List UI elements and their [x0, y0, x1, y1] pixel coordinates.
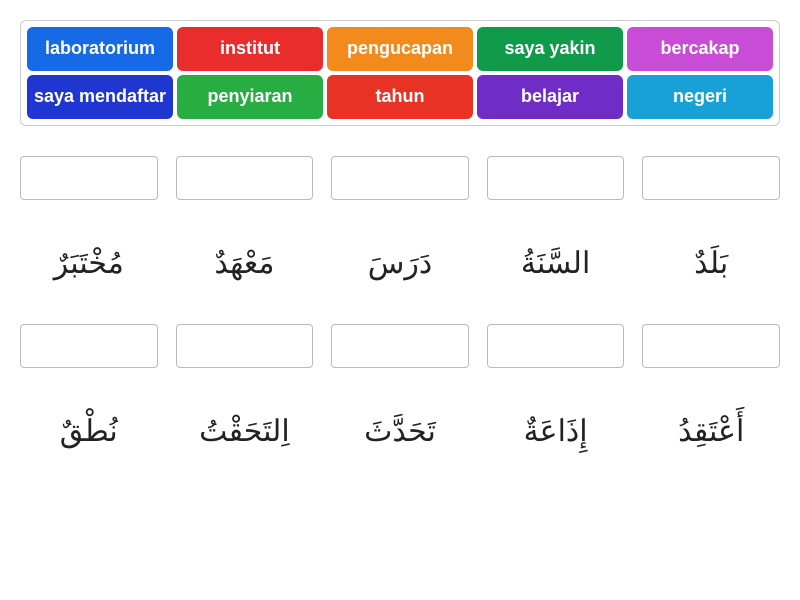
- target-col: تَحَدَّثَ: [331, 324, 469, 482]
- tile-negeri[interactable]: negeri: [627, 75, 773, 119]
- match-row-1: مُخْتَبَرٌ مَعْهَدٌ دَرَسَ السَّنَةُ بَل…: [20, 156, 780, 314]
- arabic-word: مَعْهَدٌ: [214, 214, 274, 314]
- drop-target[interactable]: [20, 324, 158, 368]
- arabic-word: أَعْتَقِدُ: [678, 382, 744, 482]
- match-row-2: نُطْقٌ اِلتَحَقْتُ تَحَدَّثَ إِذَاعَةٌ أ…: [20, 324, 780, 482]
- drop-target[interactable]: [331, 156, 469, 200]
- drop-target[interactable]: [176, 156, 314, 200]
- arabic-word: السَّنَةُ: [521, 214, 590, 314]
- arabic-word: مُخْتَبَرٌ: [54, 214, 124, 314]
- tile-penyiaran[interactable]: penyiaran: [177, 75, 323, 119]
- target-col: إِذَاعَةٌ: [487, 324, 625, 482]
- drop-target[interactable]: [642, 324, 780, 368]
- tile-pengucapan[interactable]: pengucapan: [327, 27, 473, 71]
- target-col: دَرَسَ: [331, 156, 469, 314]
- target-col: بَلَدٌ: [642, 156, 780, 314]
- tile-tahun[interactable]: tahun: [327, 75, 473, 119]
- target-col: مَعْهَدٌ: [176, 156, 314, 314]
- arabic-word: دَرَسَ: [368, 214, 432, 314]
- drop-target[interactable]: [487, 156, 625, 200]
- target-col: اِلتَحَقْتُ: [176, 324, 314, 482]
- target-col: السَّنَةُ: [487, 156, 625, 314]
- tile-saya-yakin[interactable]: saya yakin: [477, 27, 623, 71]
- arabic-word: اِلتَحَقْتُ: [199, 382, 290, 482]
- word-bank: laboratorium institut pengucapan saya ya…: [20, 20, 780, 126]
- target-col: نُطْقٌ: [20, 324, 158, 482]
- arabic-word: تَحَدَّثَ: [364, 382, 436, 482]
- arabic-word: نُطْقٌ: [60, 382, 118, 482]
- tile-bercakap[interactable]: bercakap: [627, 27, 773, 71]
- tile-laboratorium[interactable]: laboratorium: [27, 27, 173, 71]
- tile-saya-mendaftar[interactable]: saya mendaftar: [27, 75, 173, 119]
- tile-belajar[interactable]: belajar: [477, 75, 623, 119]
- drop-target[interactable]: [487, 324, 625, 368]
- arabic-word: بَلَدٌ: [694, 214, 728, 314]
- tile-institut[interactable]: institut: [177, 27, 323, 71]
- target-col: أَعْتَقِدُ: [642, 324, 780, 482]
- drop-target[interactable]: [176, 324, 314, 368]
- target-col: مُخْتَبَرٌ: [20, 156, 158, 314]
- drop-target[interactable]: [642, 156, 780, 200]
- drop-target[interactable]: [20, 156, 158, 200]
- arabic-word: إِذَاعَةٌ: [524, 382, 588, 482]
- drop-target[interactable]: [331, 324, 469, 368]
